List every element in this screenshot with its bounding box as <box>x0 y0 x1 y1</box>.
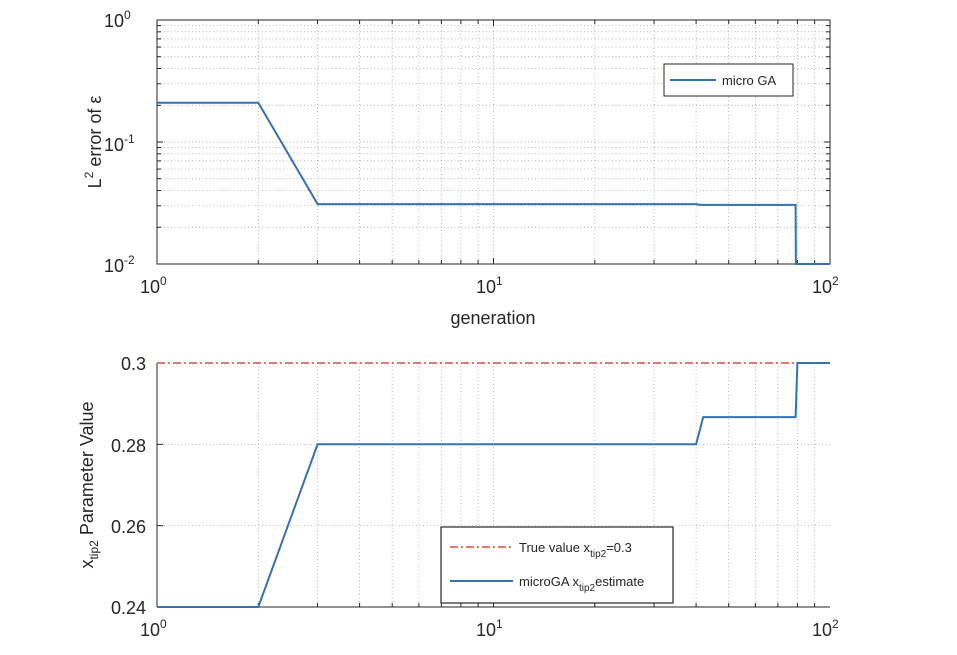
top-xlabel: generation <box>450 308 535 328</box>
ytick-label: 10-2 <box>104 253 135 276</box>
bottom-ylabel: xtip2 Parameter Value <box>77 401 101 568</box>
xtick-label: 100 <box>140 617 167 640</box>
xtick-label: 100 <box>140 274 167 297</box>
ytick-label: 0.26 <box>111 517 146 537</box>
bottom-legend: True value xtip2=0.3 microGA xtip2estima… <box>440 526 674 604</box>
xtick-label: 101 <box>476 274 503 297</box>
top-ticks <box>157 20 830 264</box>
top-legend: micro GA <box>663 63 794 97</box>
ytick-label: 0.24 <box>111 598 146 618</box>
legend-label: micro GA <box>722 73 777 88</box>
legend-label-estimate: microGA xtip2estimate <box>519 574 644 594</box>
series-micro-ga <box>157 101 830 265</box>
ytick-label: 0.28 <box>111 436 146 456</box>
top-grid <box>157 20 830 264</box>
ytick-label: 0.3 <box>121 354 146 374</box>
top-ylabel: L2 error of ε <box>82 96 105 189</box>
xtick-label: 102 <box>812 274 839 297</box>
legend-label-true: True value xtip2=0.3 <box>519 540 632 560</box>
series-microga-estimate <box>157 362 830 608</box>
xtick-label: 102 <box>812 617 839 640</box>
bottom-ticks <box>157 443 816 607</box>
ytick-label: 100 <box>104 8 131 31</box>
ytick-label: 10-1 <box>104 132 135 155</box>
xtick-label: 101 <box>476 617 503 640</box>
